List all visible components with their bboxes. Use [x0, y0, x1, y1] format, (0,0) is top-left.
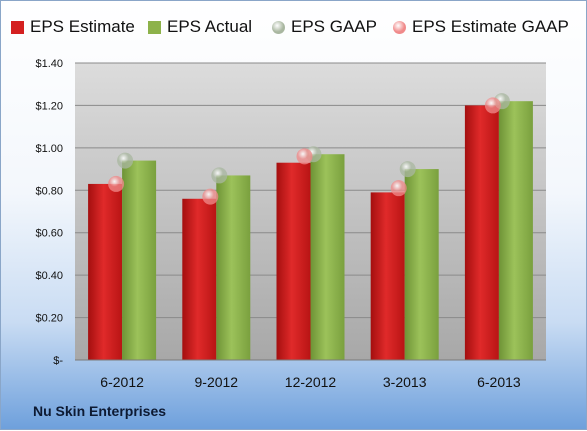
bar-eps-actual: [216, 175, 251, 360]
legend-item: EPS GAAP: [272, 17, 377, 37]
x-tick-label: 3-2013: [383, 374, 427, 390]
y-tick-label: $1.00: [35, 143, 63, 155]
bar-eps-estimate: [370, 192, 405, 360]
point-eps-gaap: [117, 152, 134, 169]
bar-eps-estimate: [182, 198, 217, 360]
legend-marker: [393, 20, 406, 34]
point-eps-estimate-gaap: [390, 180, 407, 197]
y-tick-label: $0.40: [35, 270, 63, 282]
legend-marker: [272, 20, 285, 34]
legend-item: EPS Estimate: [11, 17, 135, 37]
x-tick-label: 12-2012: [285, 374, 337, 390]
legend: EPS Estimate EPS Actual EPS GAAP EPS Estima…: [1, 11, 587, 47]
y-tick-label: $0.80: [35, 185, 63, 197]
bar-eps-actual: [404, 169, 439, 360]
point-eps-gaap: [211, 167, 228, 184]
y-tick-label: $0.60: [35, 228, 63, 240]
y-tick-label: $-: [53, 355, 63, 367]
x-tick-label: 6-2013: [477, 374, 521, 390]
legend-marker: [148, 20, 161, 34]
bar-eps-estimate: [464, 105, 499, 360]
bar-eps-estimate: [88, 183, 123, 360]
point-eps-estimate-gaap: [296, 148, 313, 165]
legend-label: EPS Actual: [167, 17, 253, 36]
bar-eps-actual: [498, 101, 533, 360]
legend-label: EPS Estimate: [30, 17, 135, 36]
bar-eps-estimate: [276, 162, 311, 360]
point-eps-estimate-gaap: [108, 175, 125, 192]
point-eps-estimate-gaap: [202, 188, 219, 205]
x-tick-label: 9-2012: [195, 374, 239, 390]
bar-eps-actual: [310, 154, 345, 360]
bar-eps-actual: [122, 160, 157, 360]
legend-label: EPS GAAP: [291, 17, 377, 36]
legend-marker: [11, 20, 24, 34]
y-tick-label: $1.40: [35, 58, 63, 70]
point-eps-estimate-gaap: [484, 97, 501, 114]
point-eps-gaap: [399, 161, 416, 178]
x-tick-label: 6-2012: [100, 374, 144, 390]
legend-item: EPS Estimate GAAP: [393, 17, 569, 37]
y-tick-label: $0.20: [35, 313, 63, 325]
legend-label: EPS Estimate GAAP: [412, 17, 569, 36]
y-tick-label: $1.20: [35, 100, 63, 112]
company-name: Nu Skin Enterprises: [33, 403, 167, 419]
legend-item: EPS Actual: [148, 17, 252, 37]
